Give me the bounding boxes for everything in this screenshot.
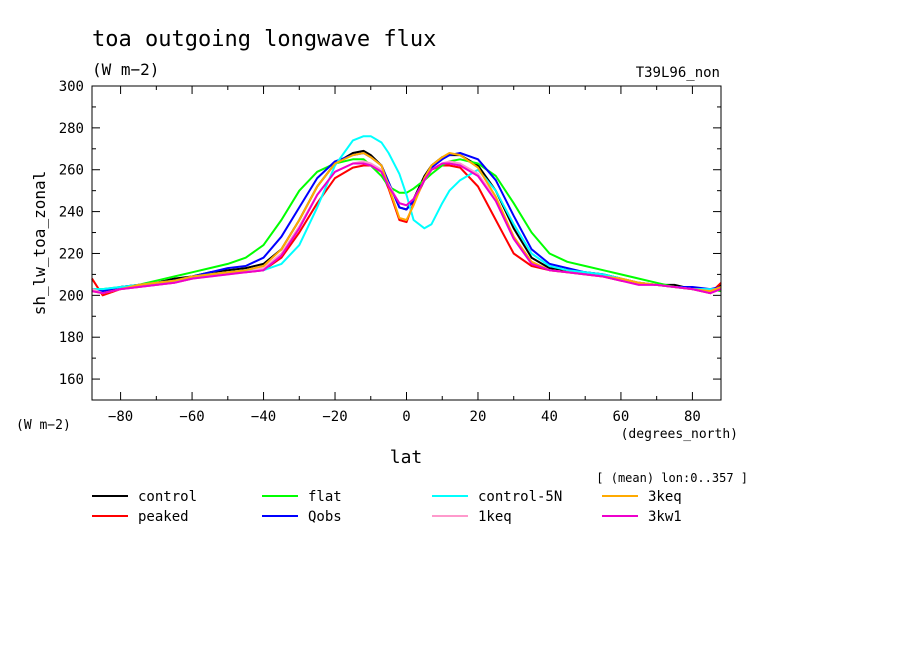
- averaging-note: [ (mean) lon:0..357 ]: [596, 471, 748, 485]
- y-tick-label: 220: [59, 246, 84, 262]
- axes-group: −80 −60 −40 −20 0 20 40 60 80 160 180 200 220 240 260 2…: [59, 79, 721, 425]
- x-tick-label: 60: [613, 409, 630, 425]
- x-tick-label: 40: [541, 409, 558, 425]
- x-tick-label: −80: [108, 409, 133, 425]
- legend-label-3keq: 3keq: [648, 489, 682, 505]
- x-units-label: (degrees_north): [621, 427, 738, 442]
- x-tick-label: −60: [179, 409, 204, 425]
- x-tick-label: −20: [322, 409, 347, 425]
- chart-title: toa outgoing longwave flux: [92, 27, 436, 52]
- legend-label-peaked: peaked: [138, 509, 189, 525]
- plot-frame: [91, 85, 722, 401]
- series-group: [91, 135, 722, 297]
- chart-subtitle: (W m−2): [92, 60, 159, 79]
- legend-label-qobs: Qobs: [308, 509, 342, 525]
- legend-label-1keq: 1keq: [478, 509, 512, 525]
- y-tick-label: 280: [59, 121, 84, 137]
- x-tick-label: 80: [684, 409, 701, 425]
- y-tick-label: 180: [59, 330, 84, 346]
- y-tick-label: 200: [59, 288, 84, 304]
- y-tick-label: 240: [59, 205, 84, 221]
- y-units-label: (W m−2): [16, 418, 71, 433]
- legend-label-3kw1: 3kw1: [648, 509, 682, 525]
- x-tick-label: 20: [470, 409, 487, 425]
- x-axis-label: lat: [390, 447, 423, 468]
- series-line-3kw1: [91, 162, 722, 295]
- x-tick-label: 0: [402, 409, 410, 425]
- experiment-label: T39L96_non: [636, 65, 720, 81]
- legend: control peaked flat Qobs control-5N 1keq 3keq 3…: [92, 489, 682, 525]
- x-tick-label: −40: [251, 409, 276, 425]
- y-axis-label: sh_lw_toa_zonal: [30, 171, 49, 316]
- legend-label-control: control: [138, 489, 197, 505]
- legend-label-flat: flat: [308, 489, 342, 505]
- legend-label-control-5n: control-5N: [478, 489, 562, 505]
- y-tick-label: 300: [59, 79, 84, 95]
- y-tick-label: 260: [59, 163, 84, 179]
- y-tick-label: 160: [59, 372, 84, 388]
